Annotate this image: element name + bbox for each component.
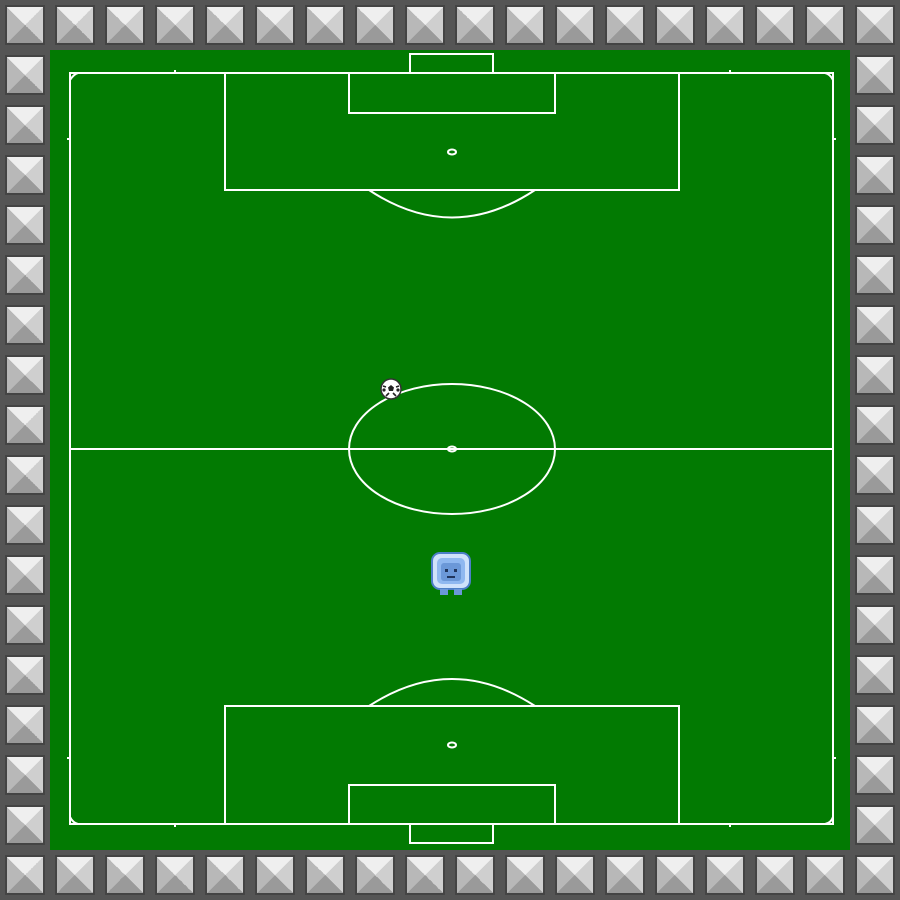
wall-tile xyxy=(5,5,45,45)
wall-tile xyxy=(305,855,345,895)
wall-tile xyxy=(555,855,595,895)
wall-tile xyxy=(5,855,45,895)
wall-tile xyxy=(855,355,895,395)
wall-tile xyxy=(855,155,895,195)
blue-robot-player-icon[interactable] xyxy=(428,551,474,597)
wall-tile xyxy=(855,455,895,495)
corner-arc-bottom-right xyxy=(824,816,834,825)
wall-tile xyxy=(655,5,695,45)
wall-tile xyxy=(655,855,695,895)
wall-tile xyxy=(855,705,895,745)
wall-tile xyxy=(305,5,345,45)
wall-tile xyxy=(505,855,545,895)
wall-tile xyxy=(355,855,395,895)
bottom-penalty-area xyxy=(224,705,680,825)
wall-tile xyxy=(255,855,295,895)
wall-tile xyxy=(455,5,495,45)
wall-tile xyxy=(5,305,45,345)
wall-tile xyxy=(55,5,95,45)
wall-tile xyxy=(405,5,445,45)
wall-tile xyxy=(5,605,45,645)
wall-tile xyxy=(5,555,45,595)
wall-tile xyxy=(5,505,45,545)
top-penalty-spot xyxy=(447,148,457,156)
wall-tile xyxy=(5,205,45,245)
wall-tile xyxy=(5,105,45,145)
center-spot xyxy=(447,445,457,453)
wall-tile xyxy=(505,5,545,45)
wall-tile xyxy=(455,855,495,895)
wall-tile xyxy=(5,255,45,295)
wall-tile xyxy=(205,5,245,45)
wall-tile xyxy=(855,205,895,245)
wall-tile xyxy=(705,5,745,45)
wall-tile xyxy=(355,5,395,45)
top-penalty-arc xyxy=(368,189,536,219)
wall-tile xyxy=(855,655,895,695)
wall-tile xyxy=(855,555,895,595)
wall-tile xyxy=(205,855,245,895)
wall-tile xyxy=(855,505,895,545)
wall-tile xyxy=(255,5,295,45)
wall-tile xyxy=(755,5,795,45)
wall-tile xyxy=(855,855,895,895)
wall-tile xyxy=(855,5,895,45)
wall-tile xyxy=(5,405,45,445)
corner-arc-top-left xyxy=(69,72,79,81)
wall-tile xyxy=(855,55,895,95)
wall-tile xyxy=(605,5,645,45)
wall-tile xyxy=(5,55,45,95)
wall-tile xyxy=(705,855,745,895)
wall-tile xyxy=(105,5,145,45)
wall-tile xyxy=(5,755,45,795)
top-penalty-area xyxy=(224,72,680,191)
wall-tile xyxy=(155,5,195,45)
wall-tile xyxy=(855,805,895,845)
wall-tile xyxy=(5,455,45,495)
wall-tile xyxy=(805,5,845,45)
wall-tile xyxy=(855,105,895,145)
wall-tile xyxy=(5,805,45,845)
wall-tile xyxy=(605,855,645,895)
wall-tile xyxy=(855,305,895,345)
corner-arc-top-right xyxy=(824,72,834,81)
wall-tile xyxy=(755,855,795,895)
wall-tile xyxy=(5,705,45,745)
wall-tile xyxy=(405,855,445,895)
wall-tile xyxy=(855,255,895,295)
corner-arc-bottom-left xyxy=(69,816,79,825)
bottom-penalty-arc xyxy=(368,678,536,707)
soccer-ball-icon[interactable] xyxy=(380,378,402,400)
wall-tile xyxy=(855,755,895,795)
wall-tile xyxy=(155,855,195,895)
wall-tile xyxy=(5,155,45,195)
wall-tile xyxy=(555,5,595,45)
bottom-penalty-spot xyxy=(447,741,457,749)
wall-tile xyxy=(855,405,895,445)
wall-tile xyxy=(5,355,45,395)
wall-tile xyxy=(805,855,845,895)
wall-tile xyxy=(105,855,145,895)
wall-tile xyxy=(55,855,95,895)
center-circle xyxy=(348,383,556,515)
wall-tile xyxy=(5,655,45,695)
wall-tile xyxy=(855,605,895,645)
